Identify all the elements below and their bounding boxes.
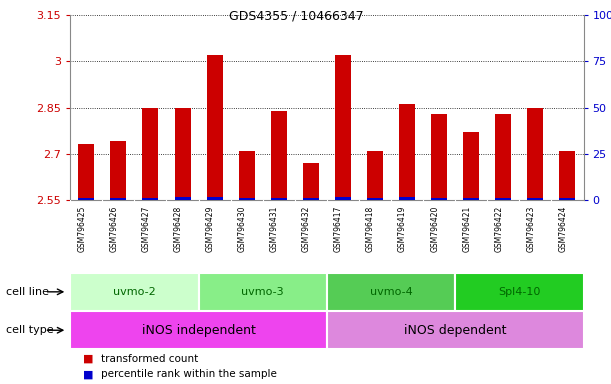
Bar [527,198,543,200]
Bar [70,273,199,311]
Bar [207,55,222,200]
Bar [303,163,319,200]
Bar [207,197,222,200]
Bar [431,198,447,200]
Text: GSM796417: GSM796417 [334,205,343,252]
Text: iNOS dependent: iNOS dependent [404,324,507,337]
Bar [239,198,255,200]
Text: GSM796432: GSM796432 [302,205,311,252]
Bar [367,198,383,200]
Bar [111,198,126,200]
Bar [199,273,327,311]
Text: GSM796430: GSM796430 [238,205,247,252]
Bar [175,108,191,200]
Text: GSM796419: GSM796419 [398,205,407,252]
Text: uvmo-4: uvmo-4 [370,287,412,297]
Text: GSM796424: GSM796424 [558,205,568,252]
Bar [335,55,351,200]
Text: GSM796429: GSM796429 [206,205,214,252]
Bar [78,144,94,200]
Text: iNOS independent: iNOS independent [142,324,255,337]
Bar [239,151,255,200]
Bar [142,108,158,200]
Text: GSM796425: GSM796425 [78,205,86,252]
Bar [455,273,584,311]
Bar [399,197,415,200]
Text: GSM796418: GSM796418 [366,205,375,252]
Bar [399,104,415,200]
Bar [431,114,447,200]
Bar [175,197,191,200]
Bar [327,273,455,311]
Bar [327,311,584,349]
Text: uvmo-3: uvmo-3 [241,287,284,297]
Bar [527,108,543,200]
Bar [335,197,351,200]
Text: GSM796420: GSM796420 [430,205,439,252]
Bar [496,198,511,200]
Bar [271,198,287,200]
Text: GSM796423: GSM796423 [527,205,535,252]
Text: transformed count: transformed count [101,354,198,364]
Bar [560,151,576,200]
Text: cell line: cell line [6,287,49,297]
Text: ■: ■ [82,354,93,364]
Text: GSM796428: GSM796428 [174,205,183,252]
Text: GDS4355 / 10466347: GDS4355 / 10466347 [229,10,364,23]
Bar [496,114,511,200]
Bar [367,151,383,200]
Text: Spl4-10: Spl4-10 [498,287,541,297]
Text: percentile rank within the sample: percentile rank within the sample [101,369,277,379]
Bar [560,198,576,200]
Text: uvmo-2: uvmo-2 [113,287,156,297]
Text: GSM796431: GSM796431 [270,205,279,252]
Text: GSM796422: GSM796422 [494,205,503,252]
Text: GSM796426: GSM796426 [109,205,119,252]
Bar [142,198,158,200]
Bar [78,198,94,200]
Text: GSM796421: GSM796421 [463,205,471,252]
Bar [463,132,479,200]
Bar [463,198,479,200]
Text: ■: ■ [82,369,93,379]
Text: GSM796427: GSM796427 [142,205,150,252]
Bar [303,198,319,200]
Bar [70,311,327,349]
Bar [111,141,126,200]
Bar [271,111,287,200]
Text: cell type: cell type [6,325,54,335]
